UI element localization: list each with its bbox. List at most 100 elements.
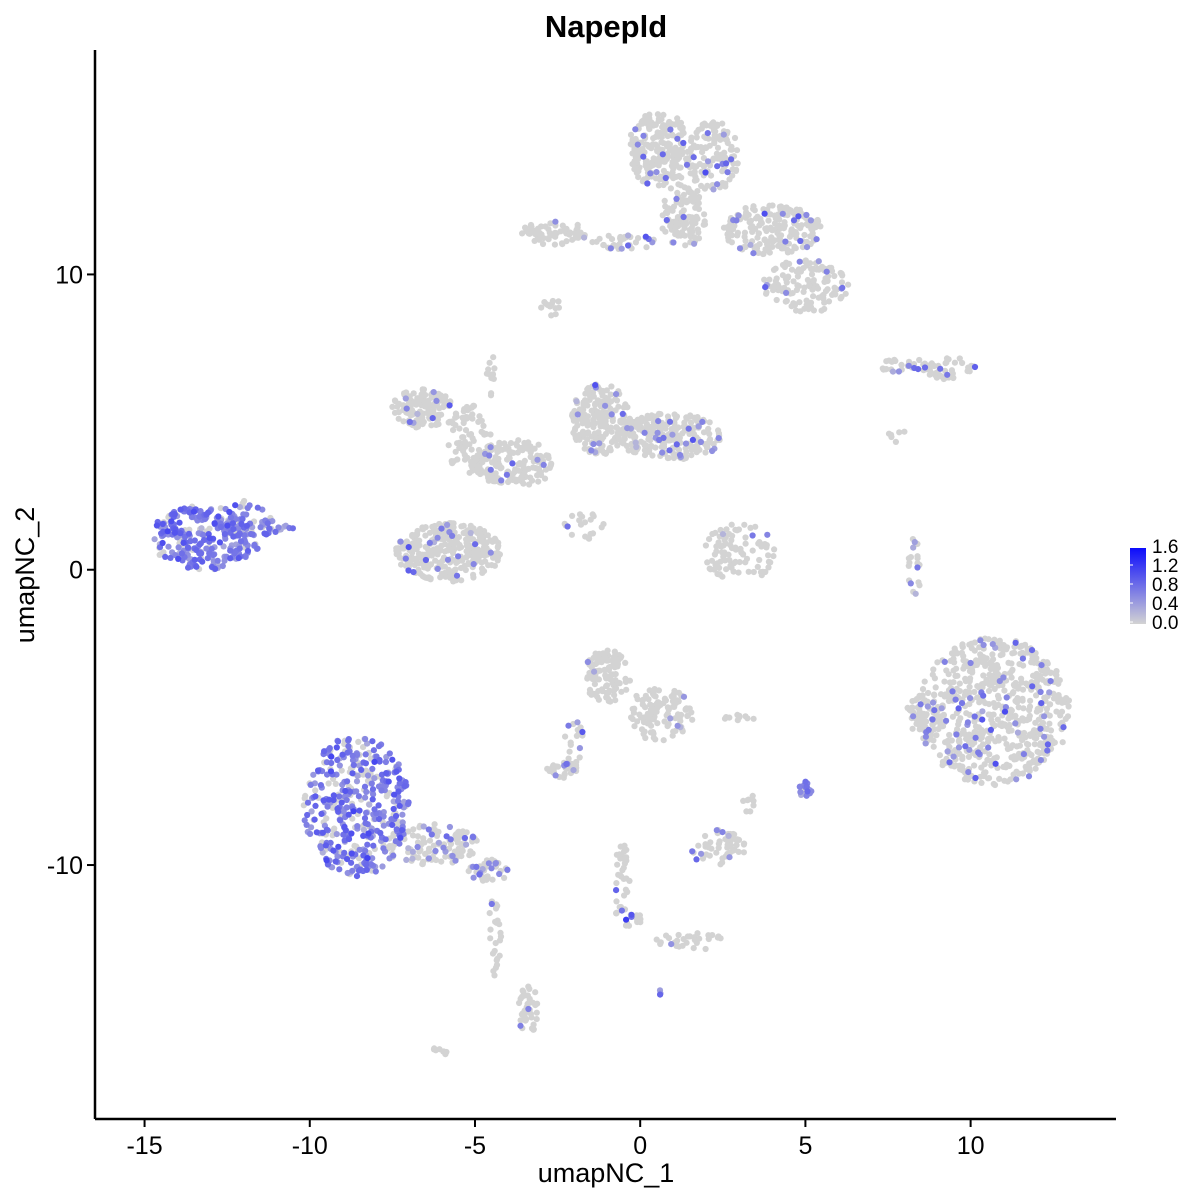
cell-point: [565, 722, 572, 729]
cell-point: [758, 572, 765, 579]
cell-point: [546, 229, 553, 236]
cell-point: [802, 778, 809, 785]
cell-point: [400, 418, 407, 425]
cell-point: [733, 147, 741, 154]
cell-point: [830, 289, 838, 296]
cell-point: [341, 823, 348, 830]
cell-point: [551, 241, 559, 248]
cell-point: [999, 651, 1006, 658]
cell-point: [365, 830, 372, 837]
cell-point: [749, 547, 756, 554]
cell-point: [955, 705, 962, 712]
cell-point: [645, 143, 653, 150]
cell-point: [975, 724, 983, 731]
cell-point: [304, 799, 312, 806]
cell-point: [164, 528, 171, 535]
cell-point: [761, 236, 768, 243]
cell-point: [971, 363, 979, 371]
cell-point: [704, 559, 711, 566]
cell-point: [709, 447, 716, 455]
cell-point: [782, 205, 789, 212]
cell-point: [761, 276, 768, 283]
cell-point: [968, 645, 975, 652]
cell-point: [1046, 720, 1053, 727]
cell-point: [605, 698, 612, 705]
cell-point: [1047, 669, 1054, 677]
cell-point: [460, 522, 467, 529]
cell-point: [383, 770, 390, 777]
cell-point: [652, 693, 659, 700]
cell-point: [343, 804, 350, 811]
cell-point: [808, 271, 816, 278]
cell-point: [674, 214, 682, 221]
cell-point: [952, 696, 959, 703]
cell-point: [624, 425, 631, 432]
cell-point: [653, 705, 661, 712]
cell-point: [766, 276, 773, 283]
cell-point: [392, 398, 399, 405]
cell-point: [627, 131, 635, 138]
cell-point: [308, 808, 315, 815]
cell-point: [905, 362, 912, 369]
cell-point: [414, 423, 422, 430]
cell-point: [694, 930, 701, 937]
cell-point: [549, 297, 557, 305]
cell-point: [672, 715, 679, 722]
cell-point: [989, 651, 996, 658]
cell-point: [770, 266, 778, 273]
cell-point: [455, 829, 462, 836]
cell-point: [774, 223, 781, 230]
cell-point: [446, 402, 453, 409]
cell-point: [349, 752, 356, 759]
cell-point: [765, 564, 772, 571]
cell-point: [618, 907, 626, 914]
cell-point: [949, 713, 957, 720]
cell-point: [909, 725, 916, 732]
cell-point: [828, 268, 836, 275]
cell-point: [450, 557, 458, 564]
cell-point: [460, 419, 467, 427]
cell-point: [703, 851, 710, 858]
cell-point: [481, 528, 488, 535]
cell-point: [414, 833, 421, 840]
cell-point: [389, 756, 396, 763]
cell-point: [674, 722, 681, 729]
cell-point: [704, 158, 712, 165]
cell-point: [665, 454, 672, 461]
cell-point: [440, 844, 447, 851]
cell-point: [612, 697, 619, 704]
cell-point: [589, 530, 597, 537]
cell-point: [336, 866, 343, 873]
cell-point: [636, 149, 643, 156]
cell-point: [485, 860, 492, 867]
cell-point: [1014, 729, 1022, 736]
cell-point: [733, 217, 740, 224]
cell-point: [925, 689, 932, 697]
cell-point: [513, 440, 520, 447]
cell-point: [1008, 660, 1015, 667]
cell-point: [713, 150, 721, 157]
cell-point: [222, 535, 229, 542]
cell-point: [254, 504, 261, 511]
cell-point: [822, 288, 830, 295]
cell-point: [613, 887, 620, 894]
cell-point: [176, 519, 183, 526]
cell-point: [651, 686, 658, 693]
cell-point: [620, 404, 628, 411]
cell-point: [995, 737, 1002, 744]
cell-point: [992, 760, 999, 767]
cell-point: [395, 788, 402, 795]
cell-point: [196, 513, 203, 520]
cell-point: [986, 751, 993, 758]
cell-point: [636, 711, 643, 718]
cell-point: [326, 745, 333, 752]
cell-point: [614, 442, 621, 449]
cell-point: [552, 772, 559, 779]
cell-point: [990, 780, 997, 788]
cell-point: [330, 792, 337, 799]
cell-point: [717, 136, 724, 143]
cell-point: [317, 782, 324, 789]
cell-point: [323, 857, 330, 864]
cell-point: [1031, 741, 1038, 748]
cell-point: [753, 215, 760, 222]
